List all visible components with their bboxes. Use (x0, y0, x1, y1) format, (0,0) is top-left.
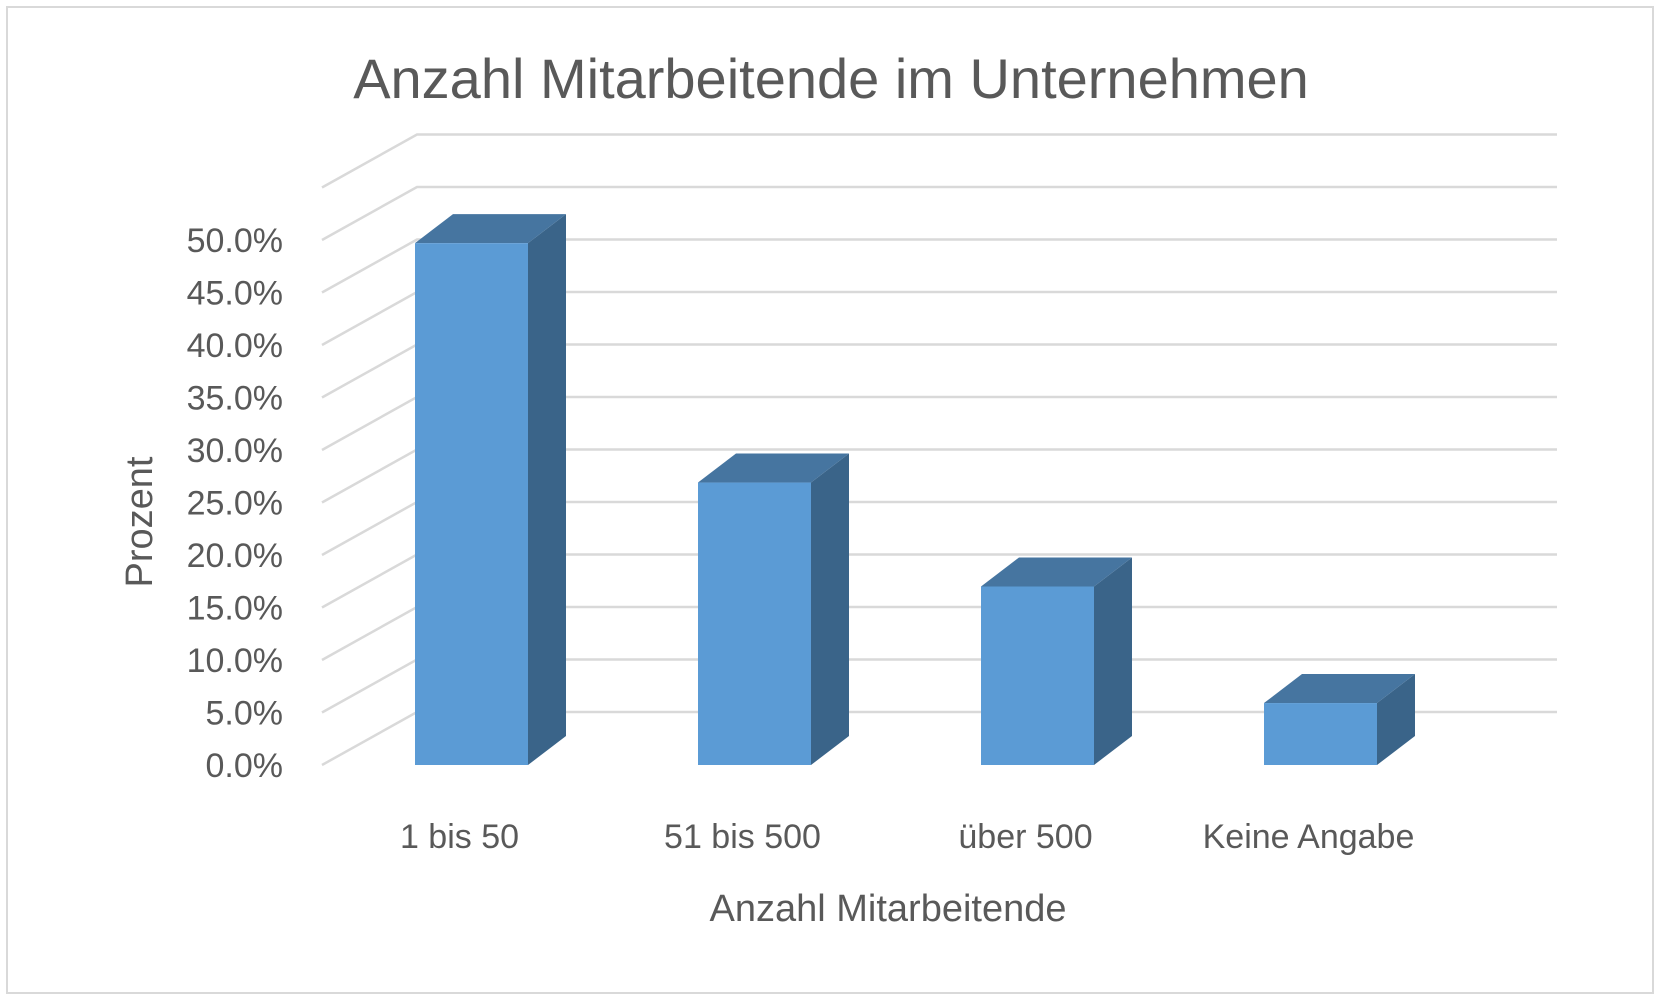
bar (1264, 674, 1415, 765)
chart-title: Anzahl Mitarbeitende im Unternehmen (353, 47, 1309, 110)
bar-side (528, 214, 566, 765)
y-tick-label: 50.0% (187, 222, 283, 260)
bar (415, 214, 566, 765)
bar-side (1377, 674, 1415, 765)
y-tick-label: 15.0% (187, 590, 283, 628)
y-axis-title: Prozent (119, 456, 161, 587)
x-axis-ticks: 1 bis 50 51 bis 500 über 500 Keine Angabe (400, 818, 1414, 856)
bar (981, 557, 1132, 765)
bar-front (1264, 703, 1377, 765)
bar-top (1264, 674, 1415, 704)
bar-front (415, 243, 528, 765)
x-tick-label: 51 bis 500 (664, 818, 821, 856)
y-tick-label: 5.0% (206, 695, 284, 733)
bar-side (1094, 557, 1132, 765)
bar-front (981, 586, 1094, 765)
x-tick-label: über 500 (958, 818, 1092, 856)
gridline (321, 238, 1557, 294)
gridline (321, 185, 1557, 242)
y-tick-label: 10.0% (187, 642, 283, 680)
bars (415, 214, 1415, 765)
x-tick-label: Keine Angabe (1203, 818, 1415, 856)
x-tick-label: 1 bis 50 (400, 818, 519, 856)
y-tick-label: 45.0% (187, 275, 283, 313)
y-tick-label: 40.0% (187, 327, 283, 365)
gridline (321, 133, 1557, 189)
y-tick-label: 30.0% (187, 432, 283, 470)
bar-top (698, 453, 849, 483)
y-tick-label: 25.0% (187, 485, 283, 523)
bar-top (415, 214, 566, 244)
x-axis-title: Anzahl Mitarbeitende (710, 888, 1067, 930)
bar-front (698, 482, 811, 765)
bar-side (811, 453, 849, 765)
bar (698, 453, 849, 765)
y-tick-label: 0.0% (206, 747, 284, 785)
y-tick-label: 20.0% (187, 537, 283, 575)
bar-top (981, 557, 1132, 587)
y-axis-ticks: 0.0% 5.0% 10.0% 15.0% 20.0% 25.0% 30.0% 35.0% 40… (187, 222, 283, 785)
y-tick-label: 35.0% (187, 380, 283, 418)
